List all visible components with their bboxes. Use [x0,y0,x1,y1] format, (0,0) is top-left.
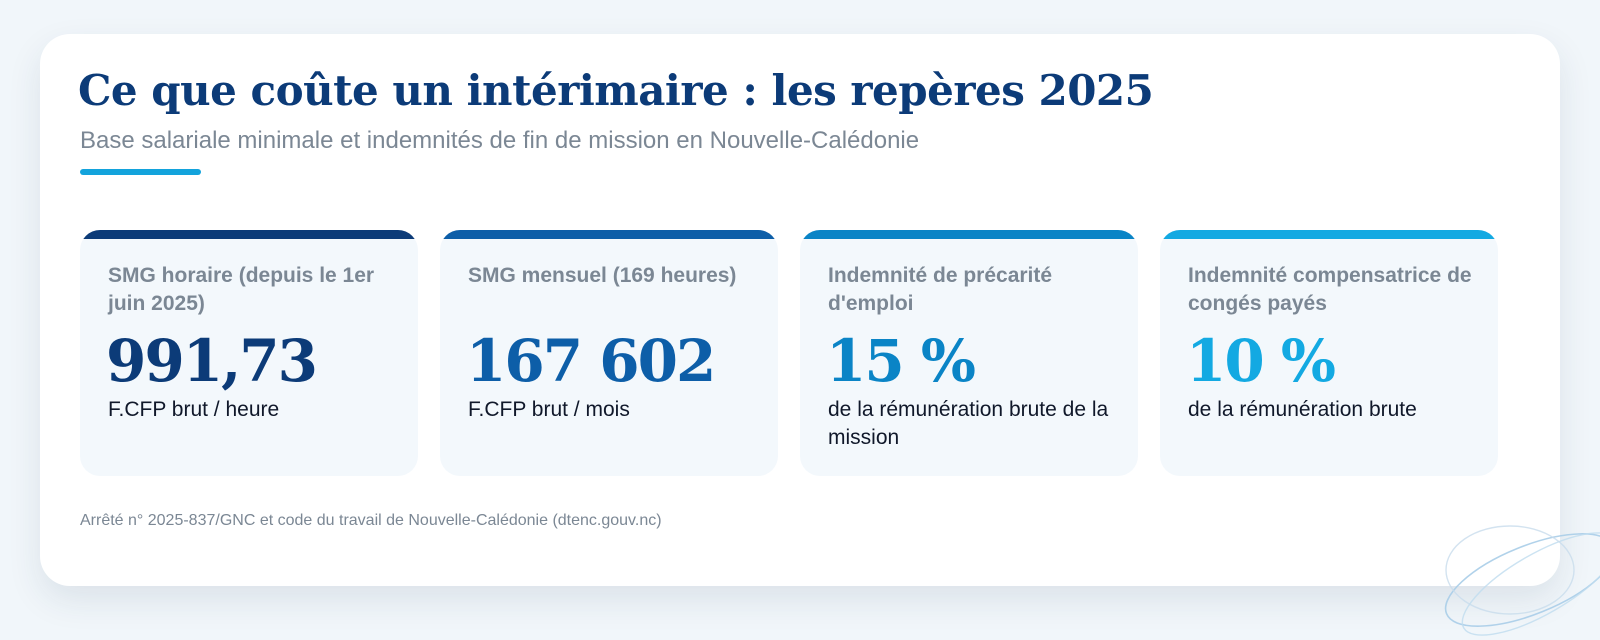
tile-accent-bar [800,230,1138,239]
stat-tile-smg-hourly: SMG horaire (depuis le 1er juin 2025) 99… [80,230,418,476]
tile-value: 991,73 [106,327,318,395]
tile-value: 167 602 [466,327,716,395]
page-title: Ce que coûte un intérimaire : les repère… [78,66,1154,115]
tile-accent-bar [1160,230,1498,239]
tile-label: SMG horaire (depuis le 1er juin 2025) [108,264,375,315]
tile-label: Indemnité compensatrice de congés payés [1188,264,1472,315]
tile-unit: F.CFP brut / mois [468,398,630,421]
info-card: Ce que coûte un intérimaire : les repère… [40,34,1560,586]
tile-unit: de la rémunération brute [1188,398,1417,421]
ellipse-rings-icon [1444,525,1600,636]
tile-value: 10 % [1186,327,1336,395]
page-subtitle: Base salariale minimale et indemnités de… [80,127,920,154]
stat-tile-precarity-indemnity: Indemnité de précarité d'emploi 15 % de … [800,230,1138,476]
title-accent-rule [80,169,201,175]
stat-tiles: SMG horaire (depuis le 1er juin 2025) 99… [80,230,1520,476]
source-note: Arrêté n° 2025-837/GNC et code du travai… [80,512,662,529]
tile-unit: F.CFP brut / heure [108,398,280,421]
tile-value: 15 % [826,327,976,395]
tile-label: Indemnité de précarité d'emploi [828,264,1053,315]
tile-unit: de la rémunération brute de la mission [828,398,1109,449]
tile-accent-bar [440,230,778,239]
stat-tile-paid-leave-indemnity: Indemnité compensatrice de congés payés … [1160,230,1498,476]
tile-accent-bar [80,230,418,239]
tile-label: SMG mensuel (169 heures) [468,264,737,287]
stat-tile-smg-monthly: SMG mensuel (169 heures) 167 602 F.CFP b… [440,230,778,476]
